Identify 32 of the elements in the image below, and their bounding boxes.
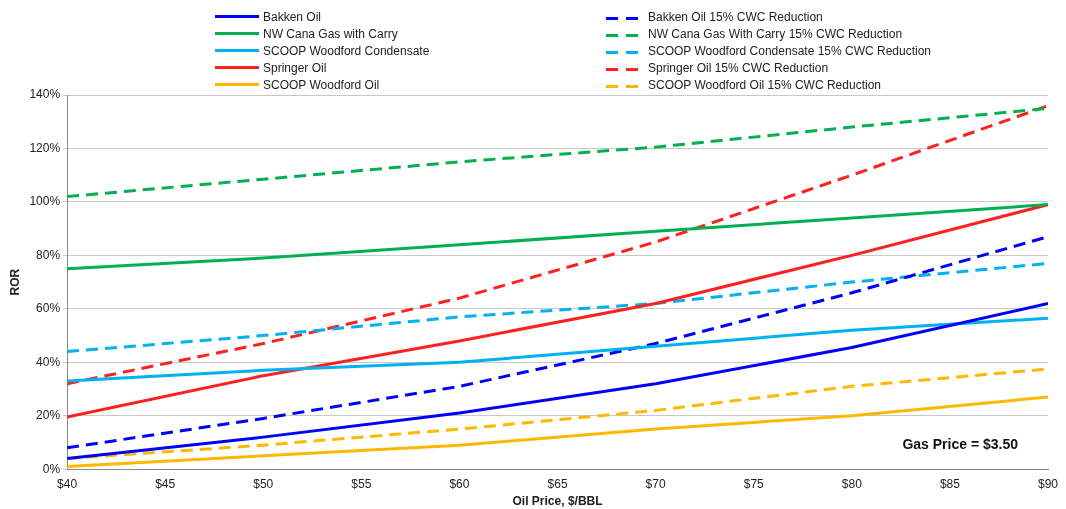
legend-label: Bakken Oil 15% CWC Reduction [648,9,823,24]
y-axis-title: ROR [7,268,22,296]
x-tick-label: $50 [253,476,274,491]
x-tick-label: $80 [841,476,863,491]
y-tick-label: 100% [29,194,61,209]
y-tick-label: 80% [36,247,61,262]
x-tick-label: $90 [1037,476,1059,491]
annotation: Gas Price = $3.50 [902,436,1019,453]
x-axis-title: Oil Price, $/BBL [512,494,603,509]
x-tick-label: $85 [939,476,961,491]
legend-label: NW Cana Gas With Carry 15% CWC Reduction [648,26,903,41]
legend-label: Springer Oil 15% CWC Reduction [648,60,829,75]
x-tick-label: $60 [449,476,470,491]
legend-label: SCOOP Woodford Condensate [263,43,430,58]
legend-label: SCOOP Woodford Oil [263,77,380,92]
legend-label: NW Cana Gas with Carry [263,26,398,41]
legend-label: SCOOP Woodford Oil 15% CWC Reduction [648,77,881,92]
x-tick-label: $75 [743,476,765,491]
y-tick-label: 60% [36,301,61,316]
y-tick-label: 40% [36,354,61,369]
x-tick-label: $70 [645,476,666,491]
y-tick-label: 20% [36,408,61,423]
legend-label: Springer Oil [263,60,327,75]
legend-label: SCOOP Woodford Condensate 15% CWC Reduction [648,43,932,58]
x-tick-label: $45 [155,476,176,491]
x-tick-label: $65 [547,476,568,491]
legend-label: Bakken Oil [263,9,322,24]
x-tick-label: $55 [351,476,372,491]
y-tick-label: 120% [29,140,61,155]
y-tick-label: 0% [42,461,61,476]
x-tick-label: $40 [57,476,78,491]
y-tick-label: 140% [29,87,61,102]
